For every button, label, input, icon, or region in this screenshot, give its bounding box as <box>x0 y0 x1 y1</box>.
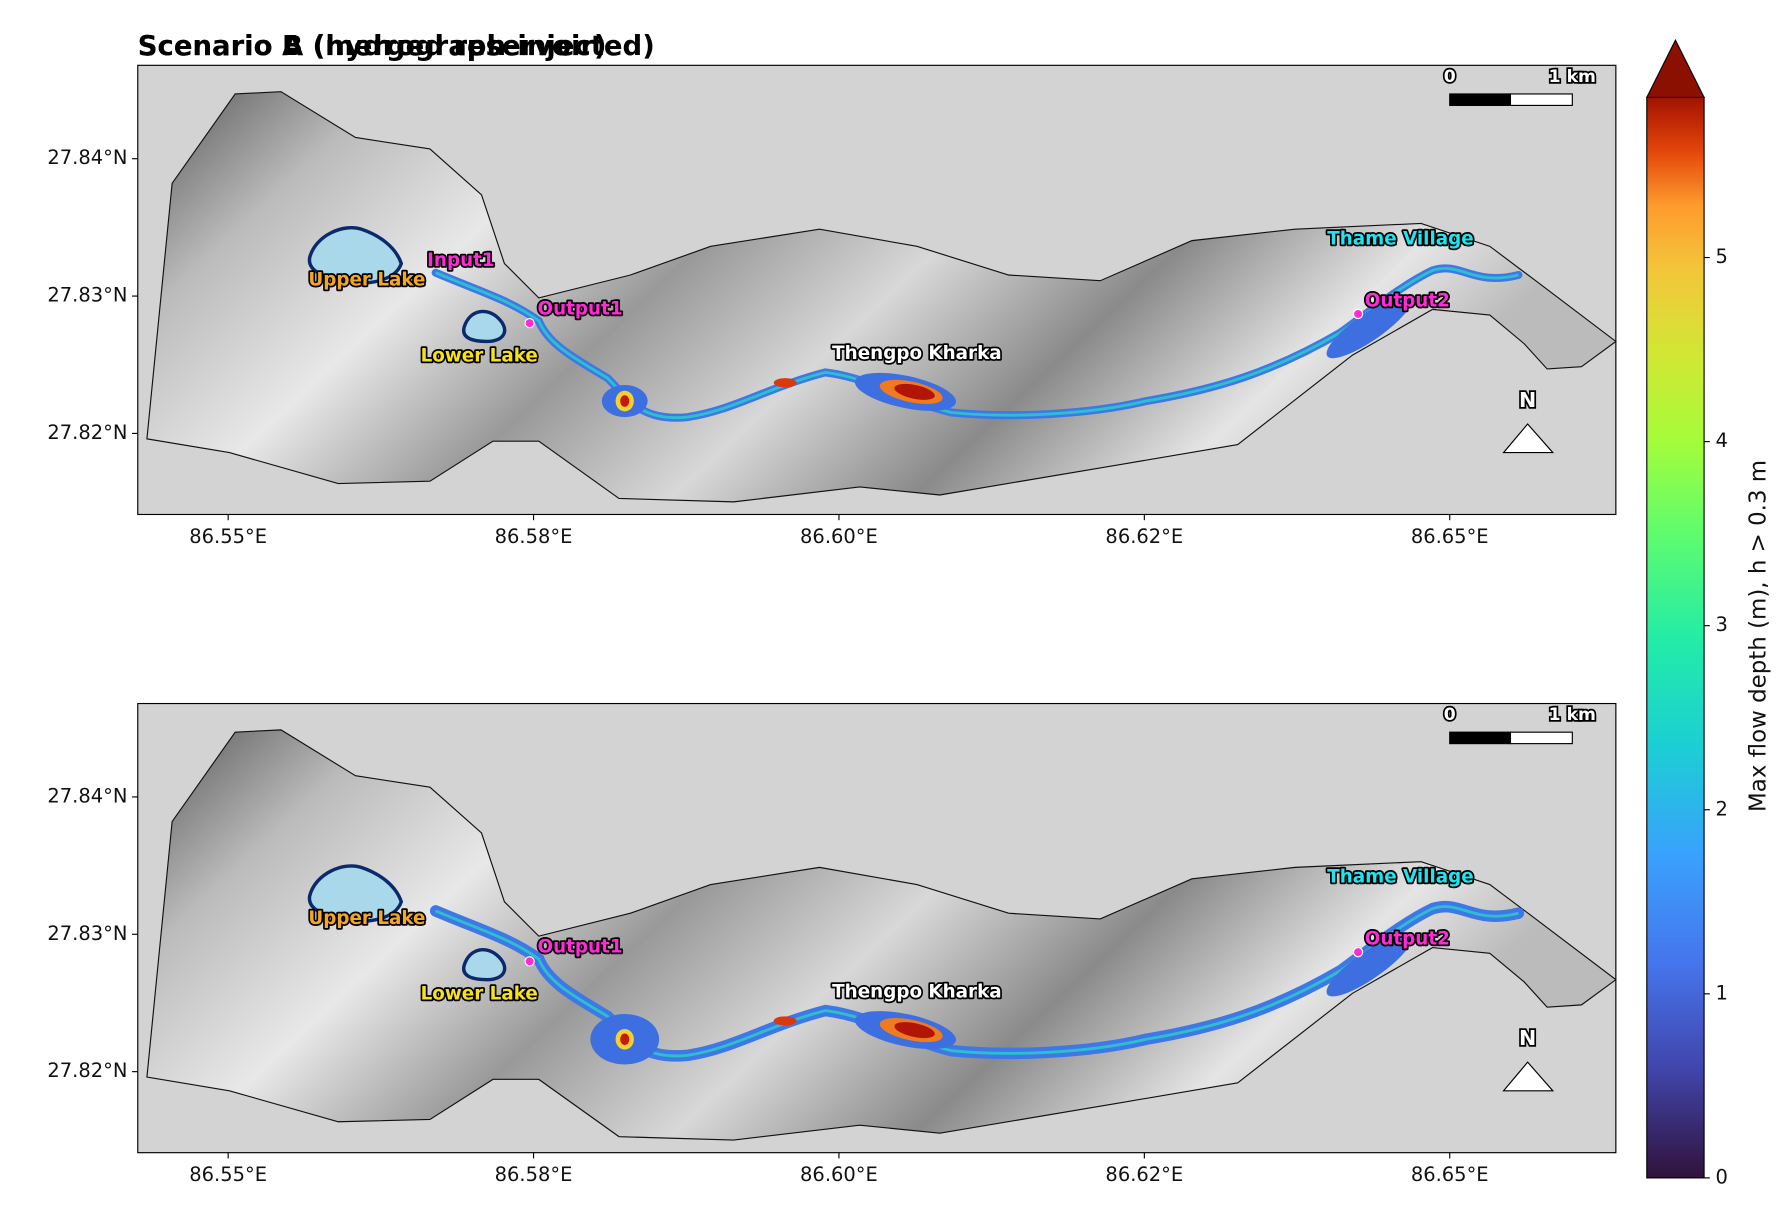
x-tick-label: 86.62°E <box>1105 525 1183 548</box>
y-tick-label: 27.82°N <box>47 1059 127 1082</box>
scalebar-label: 0 <box>1444 67 1456 87</box>
colorbar-label: Max flow depth (m), h > 0.3 m <box>1746 460 1772 812</box>
colorbar <box>1646 96 1705 1179</box>
x-tick-label: 86.62°E <box>1105 1163 1183 1186</box>
lower-lake <box>462 309 507 344</box>
scalebar <box>1449 93 1512 106</box>
place-label: Lower Lake <box>421 984 538 1005</box>
north-label: N <box>1519 388 1536 412</box>
place-label: Output1 <box>538 937 623 958</box>
map-panel: Upper Lake Lower Lake Input1 Output1 Thengpo… <box>137 64 1617 516</box>
colorbar-tick-label: 0 <box>1716 1165 1728 1188</box>
x-tick-label: 86.55°E <box>189 1163 267 1186</box>
map-panel: Upper Lake Lower Lake Output1 Thengpo Khark… <box>137 702 1617 1154</box>
terrain <box>146 729 1617 1141</box>
x-tick-label: 86.58°E <box>495 525 573 548</box>
scalebar <box>1449 731 1512 745</box>
place-label: Thengpo Kharka <box>832 981 1001 1002</box>
flood-area <box>1326 294 1413 359</box>
north-arrow <box>1502 1061 1555 1092</box>
place-label: Output2 <box>1365 290 1450 311</box>
x-tick-label: 86.55°E <box>189 525 267 548</box>
place-label: Thame Village <box>1327 867 1473 888</box>
upper-lake <box>307 226 404 285</box>
scalebar <box>1509 93 1573 106</box>
flood-hotspot <box>894 383 935 400</box>
scalebar-label: 1 km <box>1549 705 1596 725</box>
place-label: Thame Village <box>1327 228 1473 249</box>
place-label: Input1 <box>427 250 495 271</box>
colorbar-tick-label: 5 <box>1716 245 1728 268</box>
x-tick-label: 86.60°E <box>800 525 878 548</box>
place-label: Lower Lake <box>421 345 538 366</box>
y-tick-label: 27.82°N <box>47 421 127 444</box>
place-label: Thengpo Kharka <box>832 343 1001 364</box>
place-label: Upper Lake <box>308 270 425 291</box>
place-label: Output1 <box>538 298 623 319</box>
panel-title: Scenario B (merged reservoir) <box>138 30 607 62</box>
flood-hotspot <box>894 1022 935 1039</box>
upper-lake <box>307 864 404 923</box>
x-tick-label: 86.65°E <box>1411 525 1489 548</box>
x-tick-label: 86.60°E <box>800 1163 878 1186</box>
point-marker <box>1352 308 1364 320</box>
colorbar-tick-label: 3 <box>1716 613 1728 636</box>
colorbar-tick-label: 2 <box>1716 797 1728 820</box>
x-tick-label: 86.58°E <box>495 1163 573 1186</box>
colorbar-tick-label: 1 <box>1716 981 1728 1004</box>
y-tick-label: 27.83°N <box>47 284 127 307</box>
lower-lake <box>462 948 507 982</box>
flood-hotspot <box>773 1016 797 1026</box>
panel-title: Scenario A (hydrograph-injected) <box>138 30 655 62</box>
y-tick-label: 27.83°N <box>47 922 127 945</box>
terrain <box>146 91 1617 503</box>
flood-hotspot <box>773 378 797 388</box>
north-label: N <box>1519 1026 1536 1050</box>
x-tick-label: 86.65°E <box>1411 1163 1489 1186</box>
colorbar-extend <box>1645 38 1706 98</box>
colorbar-tick-label: 4 <box>1716 429 1728 452</box>
north-arrow <box>1502 423 1555 454</box>
point-marker <box>524 317 535 329</box>
scalebar <box>1509 731 1573 745</box>
flood-hotspot <box>620 1033 630 1045</box>
flood-area <box>1326 933 1413 997</box>
y-tick-label: 27.84°N <box>47 146 127 169</box>
point-marker <box>1352 947 1364 958</box>
point-marker <box>524 956 535 967</box>
place-label: Output2 <box>1365 929 1450 950</box>
flood-hotspot <box>620 395 630 407</box>
y-tick-label: 27.84°N <box>47 784 127 807</box>
scalebar-label: 0 <box>1444 705 1456 725</box>
place-label: Upper Lake <box>308 908 425 929</box>
scalebar-label: 1 km <box>1549 67 1596 87</box>
